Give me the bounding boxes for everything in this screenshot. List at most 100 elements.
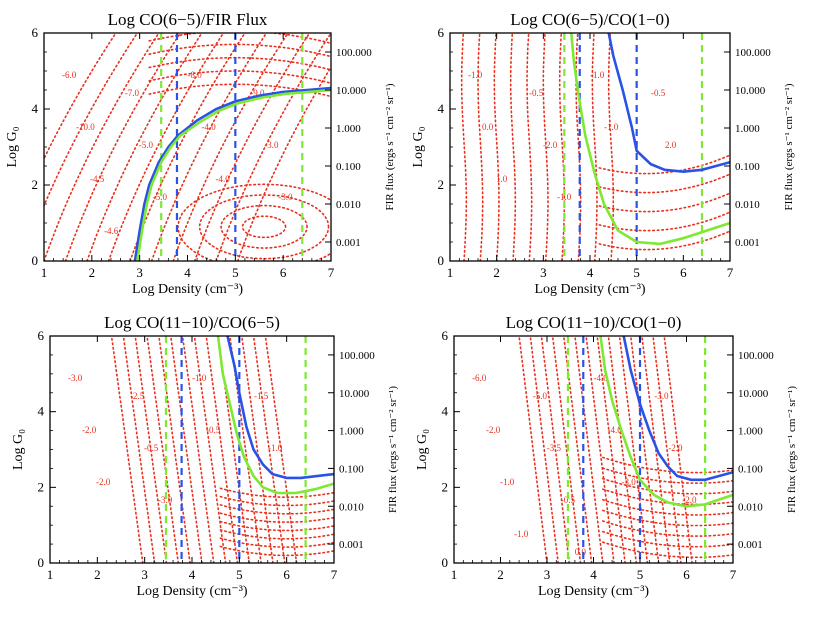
- x-tick-label: 7: [727, 265, 734, 280]
- contour-label: -4.5: [90, 174, 105, 184]
- red-contours: [460, 33, 730, 261]
- contour-line-7: [585, 336, 615, 563]
- contour-label: -4.0: [216, 174, 231, 184]
- contour-line-4: [64, 33, 182, 261]
- blue-series-line: [133, 86, 331, 261]
- contour-line-21: [148, 33, 331, 45]
- contour-label: -0.5: [651, 88, 666, 98]
- contour-label: -2.5: [130, 391, 145, 401]
- x-axis-label: Log Density (cm⁻³): [538, 584, 649, 599]
- contour-label: -6.0: [472, 373, 487, 383]
- contour-label: -7.0: [125, 88, 140, 98]
- contour-line-16: [219, 537, 334, 548]
- y2-tick-label: 0.001: [336, 237, 361, 249]
- plot-frame: [449, 32, 731, 262]
- x-tick-label: 1: [447, 265, 454, 280]
- contour-line-8: [193, 336, 227, 563]
- contour-line-21: [602, 477, 733, 495]
- y2-tick-label: 10.000: [336, 85, 367, 97]
- contour-line-4: [146, 336, 180, 563]
- contour-line-11: [629, 336, 660, 563]
- y2-tick-label: 1.000: [738, 426, 763, 438]
- contour-line-15: [219, 545, 334, 557]
- contour-line-1: [44, 33, 117, 161]
- contour-label: -1.5: [254, 391, 269, 401]
- contour-line-1: [518, 336, 548, 563]
- contour-line-18: [602, 509, 733, 527]
- contour-label: -8.0: [188, 70, 203, 80]
- contour-label: -4.0: [202, 122, 217, 132]
- y-tick-label: 6: [438, 25, 445, 40]
- contour-line-20: [148, 43, 331, 58]
- contour-line-14: [598, 173, 730, 194]
- x-tick-label: 7: [730, 567, 737, 582]
- green-series-line: [216, 336, 334, 495]
- contour-line-4: [509, 33, 517, 261]
- contour-line-13: [652, 336, 682, 563]
- y2-axis-label: FIR flux (ergs s⁻¹ cm⁻² sr⁻¹): [786, 386, 798, 513]
- y2-tick-label: 1.000: [735, 123, 760, 135]
- y2-tick-label: 0.001: [738, 539, 763, 551]
- y2-tick-label: 0.001: [735, 237, 760, 249]
- y2-tick-label: 100.000: [735, 47, 771, 59]
- contour-line-1: [110, 336, 144, 563]
- contour-line-10: [193, 33, 311, 261]
- contour-line-9: [205, 336, 239, 563]
- y-tick-label: 6: [38, 328, 45, 343]
- contour-line-22: [602, 467, 733, 485]
- y-tick-label: 4: [438, 101, 445, 116]
- contour-line-23: [602, 456, 733, 474]
- plot-frame: [49, 335, 335, 564]
- contour-line-6: [107, 33, 225, 261]
- plot-frame: [453, 335, 734, 564]
- contour-label: -4.6: [104, 226, 119, 236]
- panel-1: -6.0 -7.0 -8.0 -9.0 -10.0 -5.0 -4.0 -3.0 -4.5 -5.…: [5, 10, 396, 297]
- contour-line-20: [602, 488, 733, 506]
- y-tick-label: 2: [32, 177, 39, 192]
- contour-line-9: [591, 33, 598, 261]
- contour-label: -1.0: [514, 529, 529, 539]
- y2-tick-label: 100.000: [339, 350, 375, 362]
- y2-tick-label: 1.000: [339, 426, 364, 438]
- y2-tick-label: 10.000: [735, 85, 766, 97]
- x-tick-label: 5: [633, 265, 640, 280]
- contour-line-4: [551, 336, 582, 563]
- x-axis-label: Log Density (cm⁻³): [136, 584, 247, 599]
- x-tick-label: 2: [94, 567, 101, 582]
- contour-labels: -6.0 -7.0 -8.0 -9.0 -10.0 -5.0 -4.0 -3.0 -4.5 -5.…: [62, 70, 293, 236]
- contour-label: -2.0: [82, 425, 97, 435]
- y2-tick-label: 0.100: [738, 463, 763, 475]
- contour-label: 0.0: [575, 547, 587, 557]
- contour-line-2: [122, 336, 156, 563]
- y2-axis-label: FIR flux (ergs s⁻¹ cm⁻² sr⁻¹): [783, 83, 795, 210]
- x-tick-label: 4: [184, 265, 191, 280]
- y-axis-label: Log G₀: [415, 429, 430, 470]
- x-tick-label: 4: [189, 567, 196, 582]
- x-tick-label: 4: [587, 265, 594, 280]
- contour-line-15: [598, 154, 730, 175]
- x-tick-label: 6: [280, 265, 287, 280]
- contour-line-7: [558, 33, 566, 261]
- contour-line-2: [477, 33, 484, 261]
- contour-line-9: [607, 336, 638, 563]
- x-tick-label: 2: [89, 265, 96, 280]
- contour-line-17: [219, 529, 334, 540]
- contour-line-16: [177, 183, 331, 261]
- x-axis-label: Log Density (cm⁻³): [132, 282, 243, 297]
- contour-line-19: [602, 499, 733, 516]
- x-tick-label: 3: [136, 265, 143, 280]
- x-tick-label: 7: [331, 567, 338, 582]
- contour-label: 2.0: [665, 140, 677, 150]
- green-series-line: [136, 88, 331, 261]
- y2-tick-label: 0.100: [339, 463, 364, 475]
- contour-line-5: [158, 336, 191, 563]
- contour-line-8: [596, 336, 626, 563]
- contour-line-3: [134, 336, 168, 563]
- contour-line-3: [493, 33, 500, 261]
- y2-axis-label: FIR flux (ergs s⁻¹ cm⁻² sr⁻¹): [387, 386, 399, 513]
- contour-line-17: [148, 83, 331, 98]
- y-tick-label: 0: [442, 555, 449, 570]
- contour-line-3: [540, 336, 571, 563]
- contour-label: -2.0: [543, 140, 558, 150]
- contour-label: -3.0: [158, 495, 173, 505]
